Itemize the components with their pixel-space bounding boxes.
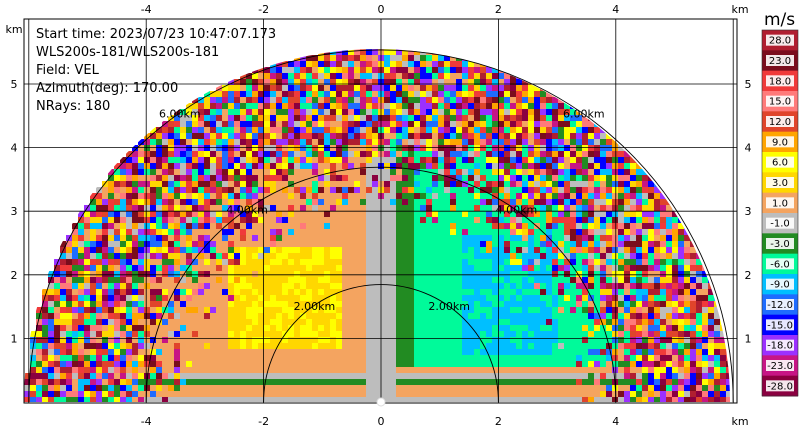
range-rings: 2.00km 2.00km 4.00km 4.00km 6.00km 6.00km [28, 49, 734, 403]
colorbar-label: -18.0 [767, 341, 793, 352]
colorbar-title: m/s [764, 10, 796, 30]
colorbar-label: 12.0 [769, 117, 791, 128]
range-ring-4 [145, 166, 617, 403]
colorbar-label: -1.0 [770, 219, 790, 230]
axis-ticks: -4 -4 -2 -2 0 0 2 2 4 4 1 1 2 2 3 3 4 4 5 5 km km km [5, 3, 751, 428]
x-unit-label-top: km [731, 3, 748, 16]
colorbar-label: -9.0 [770, 280, 790, 291]
x-tick-label-top: 0 [378, 3, 385, 16]
range-ring-6 [28, 49, 734, 403]
y-tick-label-left: 3 [11, 205, 18, 218]
colorbar-label: 3.0 [772, 178, 788, 189]
colorbar-label: 6.0 [772, 158, 788, 169]
colorbar-label: 18.0 [769, 76, 791, 87]
y-tick-label-right: 2 [745, 269, 752, 282]
range-ring-label: 4.00km [496, 204, 538, 217]
colorbar: 28.0 23.0 18.0 15.0 12.0 9.0 6.0 3.0 1.0 -1.0 -3.0… [761, 29, 799, 397]
x-tick-label-top: -2 [258, 3, 269, 16]
grid [24, 19, 737, 403]
x-tick-label-bottom: 2 [495, 415, 502, 428]
range-ring-label: 6.00km [159, 107, 201, 120]
x-tick-label-bottom: 4 [612, 415, 619, 428]
colorbar-label: -15.0 [767, 320, 793, 331]
x-tick-label-top: -4 [141, 3, 152, 16]
range-ring-label: 6.00km [563, 107, 605, 120]
colorbar-label: 9.0 [772, 137, 788, 148]
colorbar-label: -3.0 [770, 239, 790, 250]
x-tick-label-top: 2 [495, 3, 502, 16]
colorbar-label: 28.0 [769, 36, 791, 47]
x-tick-label-top: 4 [612, 3, 619, 16]
x-tick-label-bottom: -4 [141, 415, 152, 428]
x-tick-label-bottom: -2 [258, 415, 269, 428]
colorbar-label: -6.0 [770, 259, 790, 270]
velocity-field [24, 49, 730, 402]
colorbar-label: 23.0 [769, 56, 791, 67]
x-tick-label-bottom: 0 [378, 415, 385, 428]
y-tick-label-left: 5 [11, 78, 18, 91]
range-ring-label: 4.00km [226, 204, 268, 217]
colorbar-label: -12.0 [767, 300, 793, 311]
range-ring-2 [263, 284, 499, 403]
y-tick-label-right: 3 [745, 205, 752, 218]
colorbar-label: 15.0 [769, 97, 791, 108]
y-tick-label-left: 4 [11, 142, 18, 155]
y-unit-label-left: km [5, 23, 22, 36]
colorbar-label: -23.0 [767, 361, 793, 372]
y-tick-label-right: 5 [745, 78, 752, 91]
y-tick-label-right: 4 [745, 142, 752, 155]
y-tick-label-right: 1 [745, 332, 752, 345]
range-ring-label: 2.00km [294, 300, 336, 313]
colorbar-label: -28.0 [767, 381, 793, 392]
colorbar-label: 1.0 [772, 198, 788, 209]
radar-origin-marker [376, 397, 386, 407]
y-tick-label-left: 1 [11, 332, 18, 345]
range-ring-label: 2.00km [428, 300, 470, 313]
y-tick-label-left: 2 [11, 269, 18, 282]
x-unit-label-bottom: km [731, 415, 748, 428]
